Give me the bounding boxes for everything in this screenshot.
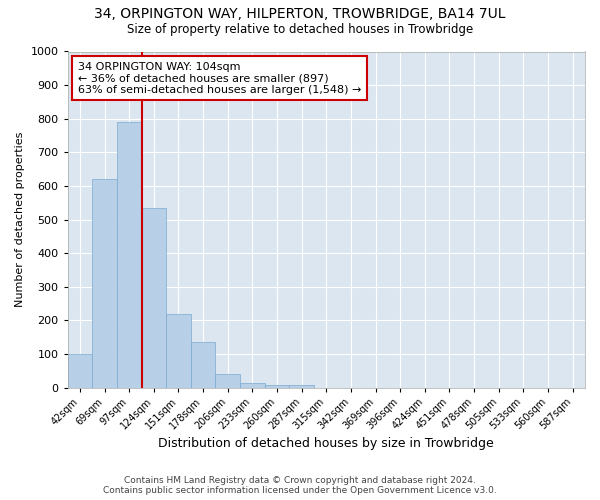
Bar xyxy=(166,314,191,388)
Y-axis label: Number of detached properties: Number of detached properties xyxy=(15,132,25,307)
Bar xyxy=(191,342,215,388)
Bar xyxy=(289,385,314,388)
Text: 34 ORPINGTON WAY: 104sqm
← 36% of detached houses are smaller (897)
63% of semi-: 34 ORPINGTON WAY: 104sqm ← 36% of detach… xyxy=(78,62,361,95)
Text: Size of property relative to detached houses in Trowbridge: Size of property relative to detached ho… xyxy=(127,22,473,36)
Text: Contains HM Land Registry data © Crown copyright and database right 2024.
Contai: Contains HM Land Registry data © Crown c… xyxy=(103,476,497,495)
Bar xyxy=(265,385,289,388)
Bar xyxy=(142,208,166,388)
Bar xyxy=(117,122,142,388)
Bar xyxy=(240,384,265,388)
X-axis label: Distribution of detached houses by size in Trowbridge: Distribution of detached houses by size … xyxy=(158,437,494,450)
Bar xyxy=(68,354,92,388)
Bar xyxy=(92,179,117,388)
Text: 34, ORPINGTON WAY, HILPERTON, TROWBRIDGE, BA14 7UL: 34, ORPINGTON WAY, HILPERTON, TROWBRIDGE… xyxy=(94,8,506,22)
Bar xyxy=(215,374,240,388)
